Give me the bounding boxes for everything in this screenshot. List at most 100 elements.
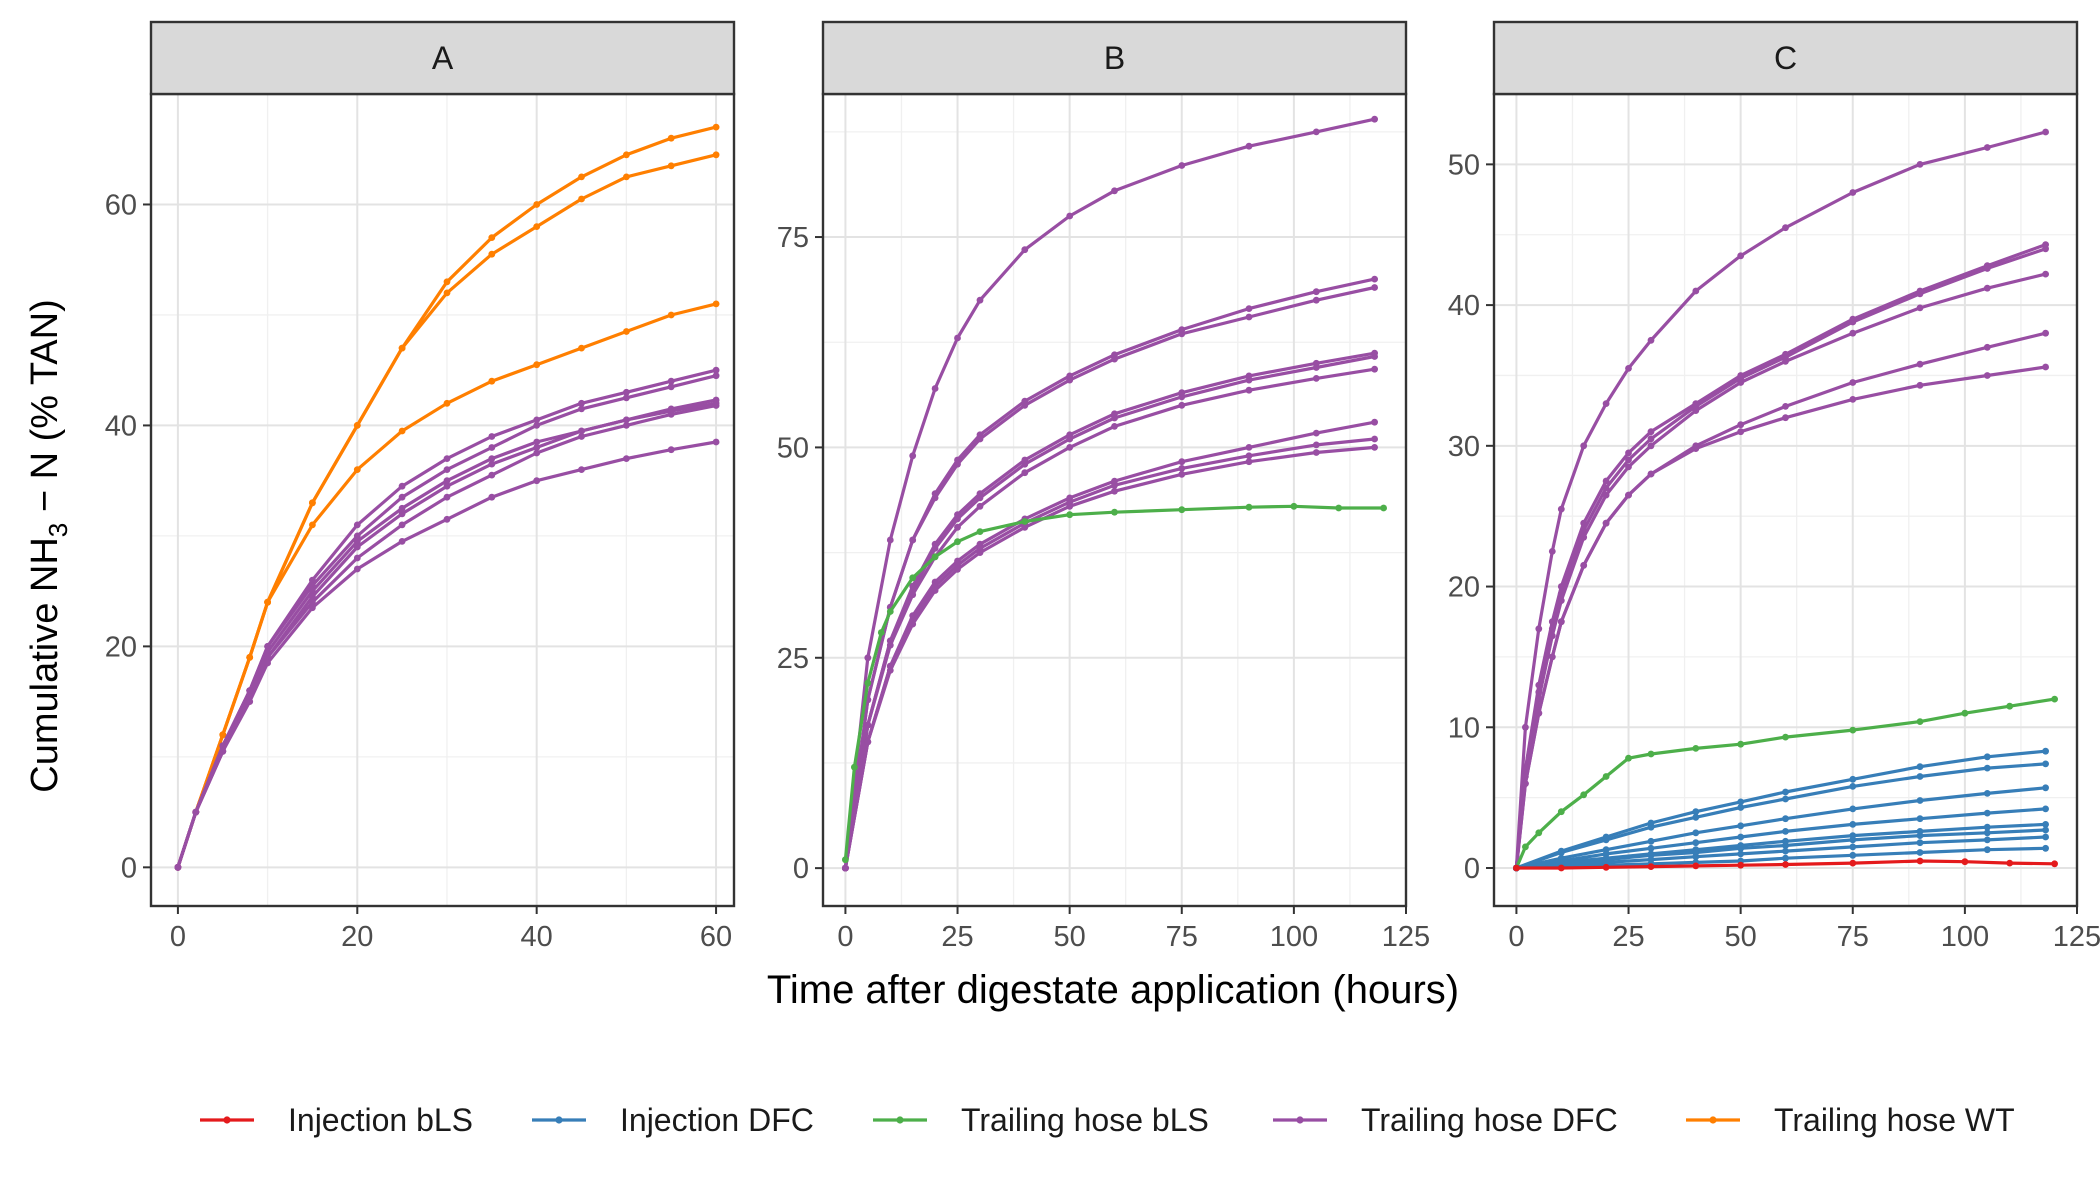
- data-point: [398, 538, 406, 545]
- data-point: [1849, 726, 1857, 734]
- data-point: [1737, 822, 1745, 830]
- series-group: [174, 123, 720, 871]
- y-tick-label: 40: [105, 410, 137, 442]
- data-point: [976, 296, 984, 304]
- data-point: [192, 808, 200, 816]
- data-point: [1782, 854, 1789, 862]
- data-point: [1983, 372, 1991, 379]
- data-point: [246, 698, 254, 705]
- data-point: [578, 195, 585, 203]
- series-line: [843, 367, 1377, 870]
- series-line: [843, 437, 1377, 870]
- data-point: [1647, 750, 1655, 758]
- data-point: [443, 493, 451, 501]
- y-tick-label: 20: [105, 631, 137, 663]
- data-point: [2042, 245, 2049, 253]
- data-point: [1066, 511, 1074, 519]
- data-point: [398, 344, 406, 352]
- data-point: [1782, 224, 1789, 232]
- data-point: [1737, 428, 1745, 436]
- data-point: [1983, 144, 1991, 151]
- data-point: [1916, 360, 1924, 368]
- y-axis-title: Cumulative NH3 − N (% TAN): [24, 299, 73, 792]
- data-point: [533, 422, 541, 429]
- data-point: [353, 532, 361, 540]
- data-point: [1312, 441, 1320, 449]
- data-point: [1692, 445, 1700, 452]
- data-point: [1021, 469, 1029, 477]
- data-point: [954, 566, 961, 573]
- data-point: [488, 234, 496, 242]
- legend-item-trailing-hose-wt: Trailing hose WT: [1686, 1102, 2015, 1138]
- series-trailing-hose-dfc: [1513, 270, 2049, 872]
- data-point: [1983, 809, 1991, 817]
- data-point: [1782, 842, 1789, 849]
- data-point: [1782, 815, 1789, 823]
- data-point: [2051, 860, 2059, 868]
- strip-header: [821, 20, 1408, 96]
- data-point: [1021, 246, 1029, 254]
- data-point: [1647, 823, 1655, 831]
- series-trailing-hose-dfc: [174, 438, 720, 871]
- data-point: [1535, 625, 1543, 633]
- data-point: [1692, 813, 1700, 821]
- series-injection-bls: [1513, 857, 2059, 872]
- data-point: [1580, 791, 1588, 799]
- data-point: [1535, 829, 1543, 837]
- data-point: [1961, 858, 1969, 866]
- data-point: [443, 289, 451, 297]
- data-point: [842, 856, 849, 864]
- data-point: [667, 162, 675, 170]
- data-point: [1983, 829, 1991, 837]
- data-point: [1849, 379, 1857, 386]
- data-point: [976, 435, 984, 443]
- data-point: [443, 455, 451, 462]
- data-point: [623, 416, 630, 424]
- data-point: [886, 608, 894, 615]
- data-point: [1066, 435, 1074, 443]
- series-trailing-hose-dfc: [842, 444, 1378, 872]
- legend-label: Trailing hose WT: [1774, 1102, 2015, 1138]
- data-point: [667, 411, 675, 418]
- data-point: [864, 721, 872, 729]
- y-tick-label: 0: [1464, 853, 1480, 885]
- series-trailing-hose-wt: [174, 300, 720, 871]
- data-point: [1557, 864, 1565, 872]
- data-point: [954, 334, 961, 342]
- data-point: [1312, 375, 1320, 382]
- data-point: [667, 446, 675, 454]
- data-point: [1111, 481, 1118, 489]
- data-point: [976, 494, 984, 502]
- data-point: [309, 499, 316, 507]
- data-point: [2042, 826, 2049, 834]
- data-point: [1647, 336, 1655, 344]
- data-point: [1245, 305, 1253, 312]
- data-point: [1737, 850, 1745, 858]
- data-point: [623, 388, 630, 396]
- data-point: [1178, 401, 1186, 409]
- x-tick-label: 25: [941, 921, 973, 953]
- data-point: [1647, 428, 1655, 436]
- data-point: [954, 460, 961, 468]
- data-point: [1625, 491, 1632, 499]
- data-point: [1737, 844, 1745, 852]
- data-point: [1021, 523, 1029, 531]
- data-point: [1692, 808, 1700, 816]
- data-point: [2042, 329, 2049, 337]
- strip-header: [149, 20, 736, 96]
- data-point: [1692, 862, 1700, 870]
- data-point: [1983, 823, 1991, 831]
- data-point: [488, 471, 496, 479]
- data-point: [667, 311, 675, 319]
- data-point: [1983, 284, 1991, 292]
- data-point: [264, 659, 271, 667]
- data-point: [1849, 843, 1857, 851]
- x-tick-label: 20: [341, 921, 373, 953]
- y-tick-label: 30: [1448, 431, 1480, 463]
- data-point: [1557, 618, 1565, 626]
- data-point: [2006, 859, 2014, 867]
- data-point: [246, 654, 254, 661]
- data-point: [2042, 821, 2049, 828]
- data-point: [578, 399, 585, 407]
